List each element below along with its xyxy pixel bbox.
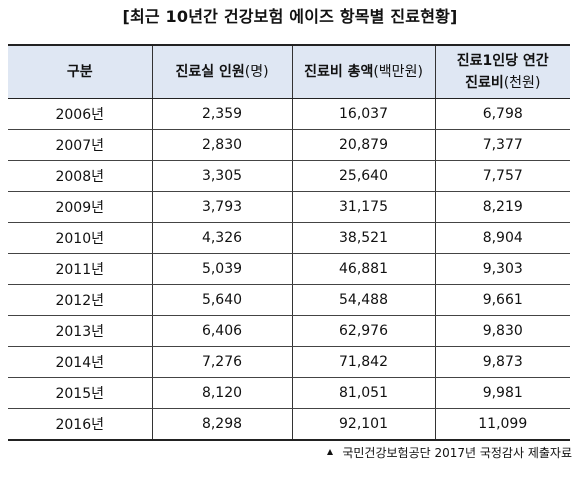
cell-total-cost: 62,976	[291, 315, 435, 347]
page-title: [최근 10년간 건강보험 에이즈 항목별 진료현황]	[122, 7, 458, 26]
cell-year: 2016년	[8, 408, 152, 441]
cell-patients: 5,039	[151, 253, 292, 285]
header-category-label: 구분	[66, 64, 93, 80]
source-note: 국민건강보험공단 2017년 국정감사 제출자료	[327, 444, 572, 461]
cell-cost-per-patient: 9,830	[434, 315, 570, 347]
cell-year: 2014년	[8, 346, 152, 378]
cell-cost-per-patient: 8,219	[434, 191, 570, 223]
cell-year: 2011년	[8, 253, 152, 285]
data-table: 구분 진료실 인원(명) 진료비 총액(백만원) 진료1인당 연간 진료비(천원…	[8, 44, 570, 441]
header-patients: 진료실 인원(명)	[151, 44, 292, 99]
cell-year: 2008년	[8, 160, 152, 192]
source-text: 국민건강보험공단 2017년 국정감사 제출자료	[342, 446, 572, 460]
cell-cost-per-patient: 9,661	[434, 284, 570, 316]
cell-total-cost: 81,051	[291, 377, 435, 409]
cell-total-cost: 25,640	[291, 160, 435, 192]
header-total-cost-unit: (백만원)	[373, 64, 423, 80]
cell-patients: 8,120	[151, 377, 292, 409]
cell-total-cost: 16,037	[291, 98, 435, 130]
cell-cost-per-patient: 9,873	[434, 346, 570, 378]
cell-year: 2009년	[8, 191, 152, 223]
table-row: 2011년 5,039 46,881 9,303	[8, 253, 570, 285]
table-row: 2007년 2,830 20,879 7,377	[8, 129, 570, 161]
cell-year: 2006년	[8, 98, 152, 130]
cell-patients: 6,406	[151, 315, 292, 347]
header-cost-per-patient-label: 진료비	[465, 75, 504, 91]
cell-total-cost: 38,521	[291, 222, 435, 254]
header-cost-per-patient-line1: 진료1인당 연간	[456, 53, 549, 69]
cell-cost-per-patient: 7,757	[434, 160, 570, 192]
table-row: 2014년 7,276 71,842 9,873	[8, 346, 570, 378]
header-cost-per-patient-unit: (천원)	[503, 75, 541, 91]
cell-patients: 8,298	[151, 408, 292, 441]
table-row: 2012년 5,640 54,488 9,661	[8, 284, 570, 316]
cell-patients: 7,276	[151, 346, 292, 378]
header-patients-unit: (명)	[244, 64, 269, 80]
header-total-cost-label: 진료비 총액	[304, 64, 374, 80]
cell-year: 2010년	[8, 222, 152, 254]
cell-patients: 4,326	[151, 222, 292, 254]
cell-cost-per-patient: 9,981	[434, 377, 570, 409]
cell-patients: 5,640	[151, 284, 292, 316]
table-row: 2016년 8,298 92,101 11,099	[8, 408, 570, 441]
cell-cost-per-patient: 11,099	[434, 408, 570, 441]
cell-cost-per-patient: 8,904	[434, 222, 570, 254]
header-patients-label: 진료실 인원	[175, 64, 245, 80]
cell-total-cost: 54,488	[291, 284, 435, 316]
cell-cost-per-patient: 7,377	[434, 129, 570, 161]
cell-total-cost: 71,842	[291, 346, 435, 378]
triangle-bullet-icon	[327, 449, 334, 455]
table-row: 2009년 3,793 31,175 8,219	[8, 191, 570, 223]
cell-cost-per-patient: 6,798	[434, 98, 570, 130]
cell-total-cost: 46,881	[291, 253, 435, 285]
cell-cost-per-patient: 9,303	[434, 253, 570, 285]
cell-year: 2013년	[8, 315, 152, 347]
cell-year: 2007년	[8, 129, 152, 161]
table-row: 2010년 4,326 38,521 8,904	[8, 222, 570, 254]
cell-patients: 3,793	[151, 191, 292, 223]
cell-year: 2015년	[8, 377, 152, 409]
cell-total-cost: 20,879	[291, 129, 435, 161]
cell-patients: 2,830	[151, 129, 292, 161]
cell-total-cost: 92,101	[291, 408, 435, 441]
table-row: 2013년 6,406 62,976 9,830	[8, 315, 570, 347]
header-cost-per-patient: 진료1인당 연간 진료비(천원)	[434, 44, 570, 99]
cell-patients: 3,305	[151, 160, 292, 192]
table-header-row: 구분 진료실 인원(명) 진료비 총액(백만원) 진료1인당 연간 진료비(천원…	[8, 44, 570, 99]
cell-total-cost: 31,175	[291, 191, 435, 223]
header-total-cost: 진료비 총액(백만원)	[291, 44, 435, 99]
header-category: 구분	[8, 44, 152, 99]
table-row: 2006년 2,359 16,037 6,798	[8, 98, 570, 130]
cell-year: 2012년	[8, 284, 152, 316]
table-row: 2015년 8,120 81,051 9,981	[8, 377, 570, 409]
cell-patients: 2,359	[151, 98, 292, 130]
table-row: 2008년 3,305 25,640 7,757	[8, 160, 570, 192]
